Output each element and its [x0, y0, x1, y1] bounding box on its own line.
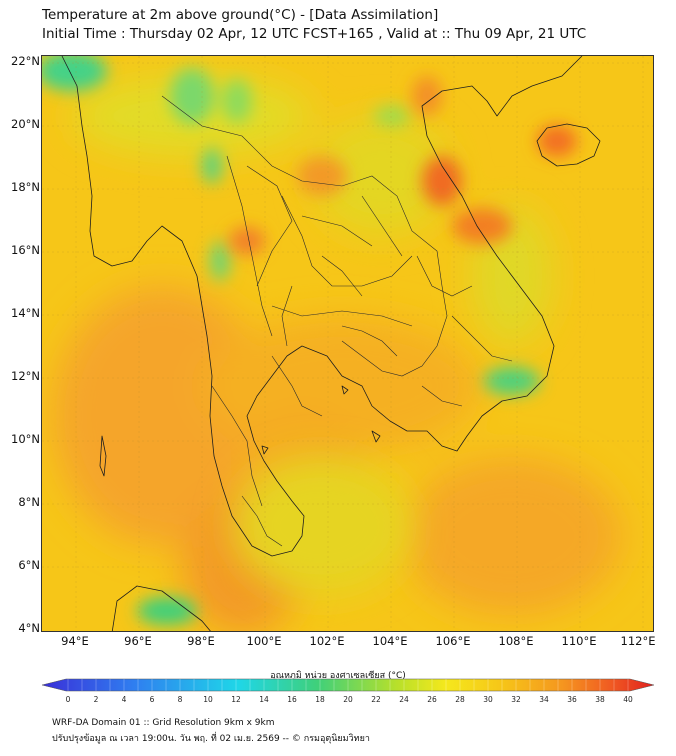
colorbar-tick-label: 12	[231, 695, 241, 704]
lat-label: 8°N	[18, 495, 40, 509]
temperature-map	[42, 56, 653, 631]
lat-label: 22°N	[11, 54, 40, 68]
lon-label: 106°E	[435, 634, 471, 648]
chart-subtitle: Initial Time : Thursday 02 Apr, 12 UTC F…	[42, 26, 587, 42]
lat-label: 14°N	[11, 306, 40, 320]
footer-model-info: WRF-DA Domain 01 :: Grid Resolution 9km …	[52, 718, 275, 728]
lat-label: 12°N	[11, 369, 40, 383]
andaman-islands	[99, 435, 107, 477]
lon-label: 100°E	[246, 634, 282, 648]
hot-spots	[229, 76, 577, 255]
lat-label: 16°N	[11, 243, 40, 257]
colorbar-ticks: 0 2 4 6 8 10 12 14 16 18 20 22 24 26 28 30 32 34 36 38 40	[66, 679, 633, 704]
chart-title: Temperature at 2m above ground(°C) - [Da…	[42, 7, 439, 23]
colorbar-tick-label: 4	[122, 695, 127, 704]
graticule	[42, 56, 653, 631]
lon-label: 108°E	[498, 634, 534, 648]
borneo-coast	[111, 585, 211, 631]
colorbar-tick-label: 26	[427, 695, 437, 704]
colorbar-tick-label: 14	[259, 695, 269, 704]
cold-spots	[42, 56, 540, 625]
mainland-coast	[61, 56, 583, 557]
colorbar-tick-label: 28	[455, 695, 465, 704]
colorbar-tick-label: 30	[483, 695, 493, 704]
colorbar-tick-label: 2	[94, 695, 99, 704]
lon-label: 96°E	[124, 634, 152, 648]
hainan-coast	[536, 123, 601, 167]
coastlines	[61, 56, 601, 631]
admin-borders	[161, 95, 513, 547]
colorbar-tick-label: 6	[150, 695, 155, 704]
map-panel[interactable]	[41, 55, 654, 632]
lat-label: 18°N	[11, 180, 40, 194]
colorbar-tick-label: 36	[567, 695, 577, 704]
gulf-islands	[261, 385, 381, 455]
colorbar-title: อุณหภูมิ หน่วย องศาเซลเซียส (°C)	[270, 671, 406, 681]
colorbar-tick-label: 34	[539, 695, 549, 704]
lon-label: 112°E	[620, 634, 656, 648]
colorbar-tick-label: 24	[399, 695, 409, 704]
lat-label: 6°N	[18, 558, 40, 572]
lon-label: 94°E	[61, 634, 89, 648]
lat-label: 20°N	[11, 117, 40, 131]
lon-label: 110°E	[561, 634, 597, 648]
lon-label: 98°E	[187, 634, 215, 648]
lat-label: 10°N	[11, 432, 40, 446]
colorbar: 0 2 4 6 8 10 12 14 16 18 20 22 24 26 28 30 32 34 36 38 40	[41, 678, 655, 704]
colorbar-tick-label: 8	[178, 695, 183, 704]
footer-update-info: ปรับปรุงข้อมูล ณ เวลา 19:00น. วัน พฤ. ที…	[52, 734, 370, 744]
colorbar-tick-label: 32	[511, 695, 521, 704]
colorbar-tick-label: 40	[623, 695, 633, 704]
lon-label: 102°E	[309, 634, 345, 648]
colorbar-tick-label: 16	[287, 695, 297, 704]
colorbar-tick-label: 0	[66, 695, 71, 704]
colorbar-tick-label: 38	[595, 695, 605, 704]
colorbar-tick-label: 18	[315, 695, 325, 704]
colorbar-tick-label: 22	[371, 695, 381, 704]
colorbar-tick-label: 10	[203, 695, 213, 704]
lat-label: 4°N	[18, 621, 40, 635]
colorbar-tick-label: 20	[343, 695, 353, 704]
lon-label: 104°E	[372, 634, 408, 648]
